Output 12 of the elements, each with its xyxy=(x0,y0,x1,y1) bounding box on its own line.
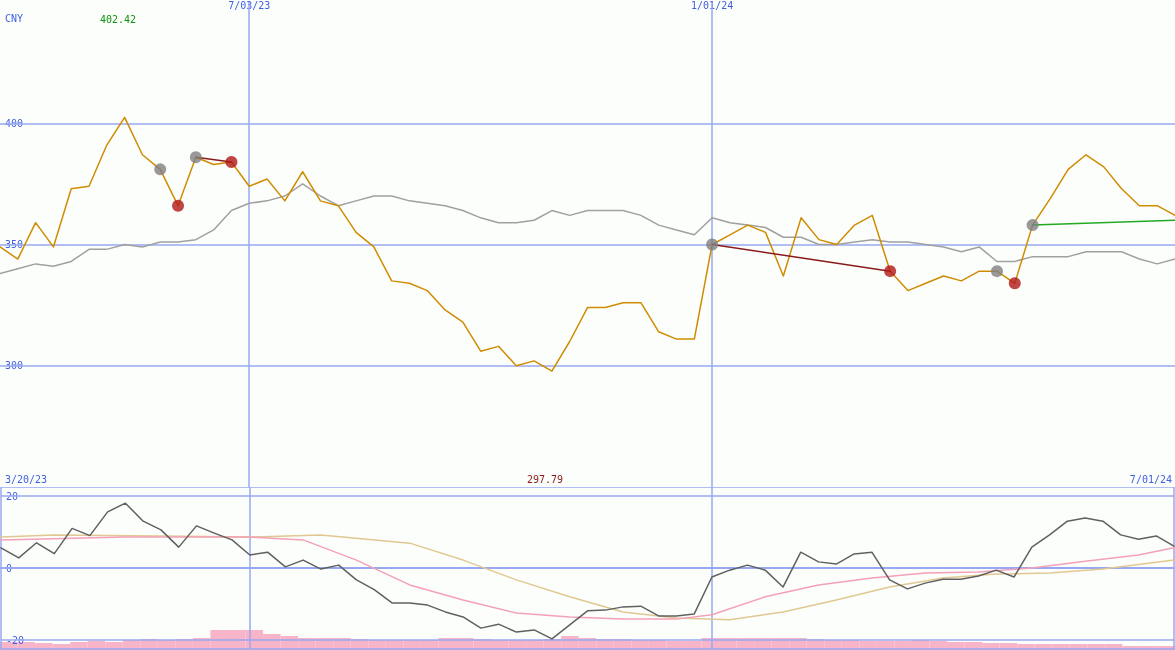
y-tick-label: 300 xyxy=(5,360,24,372)
y-tick-label: 20 xyxy=(6,490,19,502)
y-axis-title: CNY xyxy=(5,12,24,24)
y-tick-label: -20 xyxy=(6,634,25,646)
y-tick-label: 350 xyxy=(5,239,24,250)
annotation: 3/20/23 xyxy=(5,473,48,485)
annotation: 402.42 xyxy=(100,13,137,25)
x-tick-label: 7/03/23 xyxy=(228,0,271,11)
y-tick-label: 400 xyxy=(5,117,24,129)
annotation: 7/01/24 xyxy=(1129,473,1173,485)
annotation: 297.79 xyxy=(527,473,564,485)
x-tick-label: 1/01/24 xyxy=(691,0,734,11)
